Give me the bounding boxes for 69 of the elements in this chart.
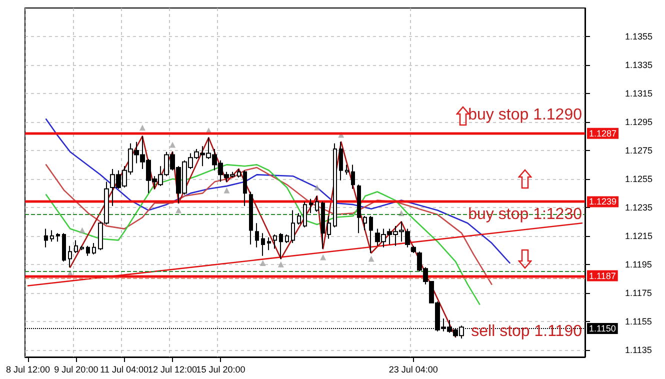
y-tick-label: 1.1155 xyxy=(625,316,652,326)
candlestick xyxy=(303,201,307,228)
candlestick xyxy=(333,142,337,228)
candlestick xyxy=(339,141,343,181)
candlestick xyxy=(261,232,265,256)
candlestick xyxy=(267,236,271,251)
point xyxy=(170,142,176,148)
candlestick xyxy=(56,232,60,242)
x-tick-label: 12 Jul 12:00 xyxy=(148,364,198,374)
candlestick xyxy=(86,245,90,256)
ref-line-label: 1.1187 xyxy=(589,270,616,281)
candlestick xyxy=(357,184,361,234)
y-tick-label: 1.1135 xyxy=(625,344,652,355)
x-tick-label: 11 Jul 04:00 xyxy=(100,364,149,374)
ref-line-label: 1.1239 xyxy=(589,196,617,207)
candlestick xyxy=(44,228,48,248)
candlestick xyxy=(92,242,96,255)
candlestick xyxy=(369,215,373,254)
y-tick-label: 1.1275 xyxy=(625,145,653,156)
point xyxy=(260,260,266,266)
point xyxy=(320,254,326,260)
y-tick-label: 1.1255 xyxy=(625,174,653,184)
y-tick-label: 1.1335 xyxy=(625,60,653,70)
y-tick-label: 1.1295 xyxy=(625,116,653,127)
annotation: buy stop 1.1290 xyxy=(468,106,582,124)
point xyxy=(176,207,182,214)
candlestick xyxy=(363,215,367,231)
point xyxy=(139,124,146,131)
candlestick xyxy=(411,245,416,254)
candlestick xyxy=(68,245,72,268)
point xyxy=(314,184,320,190)
x-tick-label: 8 Jul 12:00 xyxy=(6,364,50,374)
line-series xyxy=(70,136,456,338)
candlestick xyxy=(249,191,253,245)
candlestick xyxy=(255,222,259,248)
point xyxy=(278,261,284,268)
candlestick xyxy=(345,164,349,176)
candlestick xyxy=(315,196,319,212)
point xyxy=(79,227,86,234)
y-tick-label: 1.1175 xyxy=(625,288,652,298)
y-tick-label: 1.1355 xyxy=(625,31,653,42)
candlestick xyxy=(285,234,289,244)
candlestick xyxy=(351,164,355,190)
x-tick-label: 15 Jul 20:00 xyxy=(196,364,246,374)
candlestick xyxy=(62,232,66,262)
x-tick-label: 9 Jul 20:00 xyxy=(54,364,98,374)
point xyxy=(368,256,374,262)
candlestick xyxy=(321,201,325,250)
y-tick-label: 1.1315 xyxy=(625,88,653,98)
candlestick xyxy=(309,198,313,214)
candlestick xyxy=(297,212,301,226)
candlestick xyxy=(237,168,241,178)
candlestick xyxy=(291,210,295,244)
candlestick xyxy=(74,240,78,254)
candlestick xyxy=(243,170,247,207)
point xyxy=(224,187,230,194)
candlestick xyxy=(327,215,331,240)
annotation: sell stop 1.1190 xyxy=(471,323,582,340)
line-series xyxy=(45,164,492,285)
candlestick xyxy=(273,234,277,250)
candlestick xyxy=(279,232,283,260)
candlestick xyxy=(80,245,84,251)
y-tick-label: 1.1195 xyxy=(625,259,652,270)
ref-line-label: 1.1150 xyxy=(589,324,616,334)
y-tick-label: 1.1235 xyxy=(625,202,653,212)
y-tick-label: 1.1215 xyxy=(625,230,653,241)
candlestick xyxy=(50,230,54,242)
x-tick-label: 23 Jul 04:00 xyxy=(388,364,438,374)
ref-line-label: 1.1287 xyxy=(589,128,617,138)
